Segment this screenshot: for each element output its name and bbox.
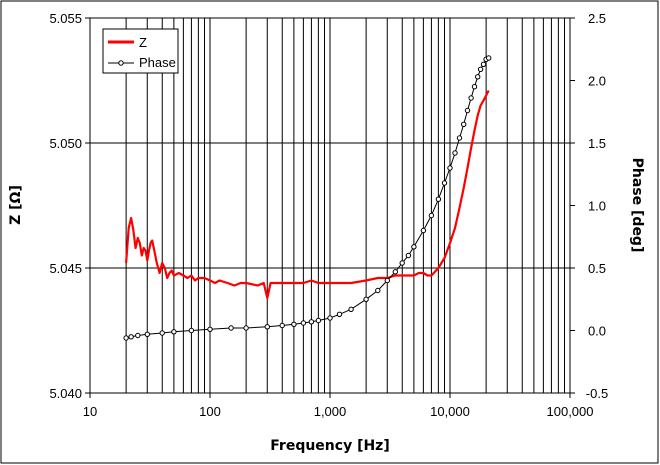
phase-data-point — [405, 252, 412, 259]
phase-data-point — [375, 287, 381, 294]
phase-data-point — [144, 331, 151, 337]
y2-tick-label: 2.5 — [588, 11, 606, 26]
x-tick-label: 1,000 — [314, 404, 347, 419]
x-axis-title: Frequency [Hz] — [270, 438, 389, 454]
phase-data-point — [291, 321, 297, 327]
series-phase — [123, 55, 492, 341]
phase-data-point — [480, 61, 487, 68]
x-tick-label: 10 — [83, 404, 97, 419]
phase-data-point — [447, 165, 453, 171]
phase-data-point — [228, 325, 234, 331]
phase-data-point — [475, 74, 481, 80]
y2-tick-labels: -0.5 0.0 0.5 1.0 1.5 2.0 2.5 — [586, 11, 608, 401]
phase-data-point — [159, 330, 165, 336]
plot-area-border — [89, 17, 571, 394]
phase-data-point — [308, 319, 315, 325]
x-tick-label: 100,000 — [547, 404, 594, 419]
phase-data-point — [399, 260, 405, 266]
phase-data-point — [264, 324, 270, 330]
y2-tick-label: 1.0 — [588, 199, 606, 214]
y-tick-labels: 5.040 5.045 5.050 5.055 — [49, 11, 82, 401]
phase-data-point — [468, 95, 474, 101]
phase-data-point — [279, 322, 285, 329]
phase-data-point — [392, 269, 398, 275]
y-tick-label: 5.050 — [49, 136, 82, 151]
phase-data-point — [428, 212, 435, 219]
legend-label-z: Z — [139, 35, 147, 50]
phase-data-point — [207, 326, 213, 332]
legend-marker-phase — [118, 60, 124, 66]
y-axis-title: Z [Ω] — [8, 185, 24, 225]
phase-data-point — [336, 311, 343, 317]
phase-data-point — [188, 327, 195, 334]
phase-data-point — [384, 277, 390, 284]
legend-box — [102, 28, 179, 74]
x-tick-label: 10,000 — [430, 404, 470, 419]
series-z — [125, 89, 490, 300]
y2-tick-label: 0.5 — [588, 261, 606, 276]
y-tick-label: 5.055 — [49, 11, 82, 26]
legend-label-phase: Phase — [139, 55, 176, 70]
phase-data-point — [477, 66, 484, 73]
x-tick-label: 100 — [199, 404, 221, 419]
phase-data-point — [486, 55, 492, 61]
phase-data-point — [411, 244, 417, 250]
y2-tick-label: 0.0 — [588, 324, 606, 339]
phase-data-point — [123, 335, 129, 341]
y-tick-label: 5.040 — [49, 386, 82, 401]
phase-data-point — [348, 306, 354, 312]
y2-tick-label: 2.0 — [588, 74, 606, 89]
phase-data-point — [435, 196, 442, 202]
y-tick-label: 5.045 — [49, 261, 82, 276]
phase-data-point — [456, 135, 463, 141]
phase-data-point — [420, 227, 427, 234]
phase-data-point — [464, 107, 471, 114]
phase-data-point — [315, 317, 322, 324]
y2-axis-title: Phase [deg] — [629, 158, 645, 253]
phase-data-point — [452, 150, 458, 156]
legend: Z Phase — [102, 28, 179, 74]
z-series-line — [125, 89, 490, 300]
phase-data-point — [171, 329, 177, 335]
phase-data-point — [471, 84, 478, 90]
phase-data-point — [300, 320, 307, 326]
x-tick-labels: 10 100 1,000 10,000 100,000 — [83, 404, 594, 419]
phase-data-point — [327, 315, 333, 321]
phase-data-point — [128, 334, 134, 340]
phase-data-point — [135, 332, 141, 339]
y2-tick-label: 1.5 — [588, 136, 606, 151]
phase-data-point — [243, 325, 249, 331]
y2-tick-label: -0.5 — [586, 386, 608, 401]
phase-data-point — [441, 180, 448, 186]
phase-data-point — [461, 121, 467, 128]
phase-data-point — [363, 296, 369, 302]
